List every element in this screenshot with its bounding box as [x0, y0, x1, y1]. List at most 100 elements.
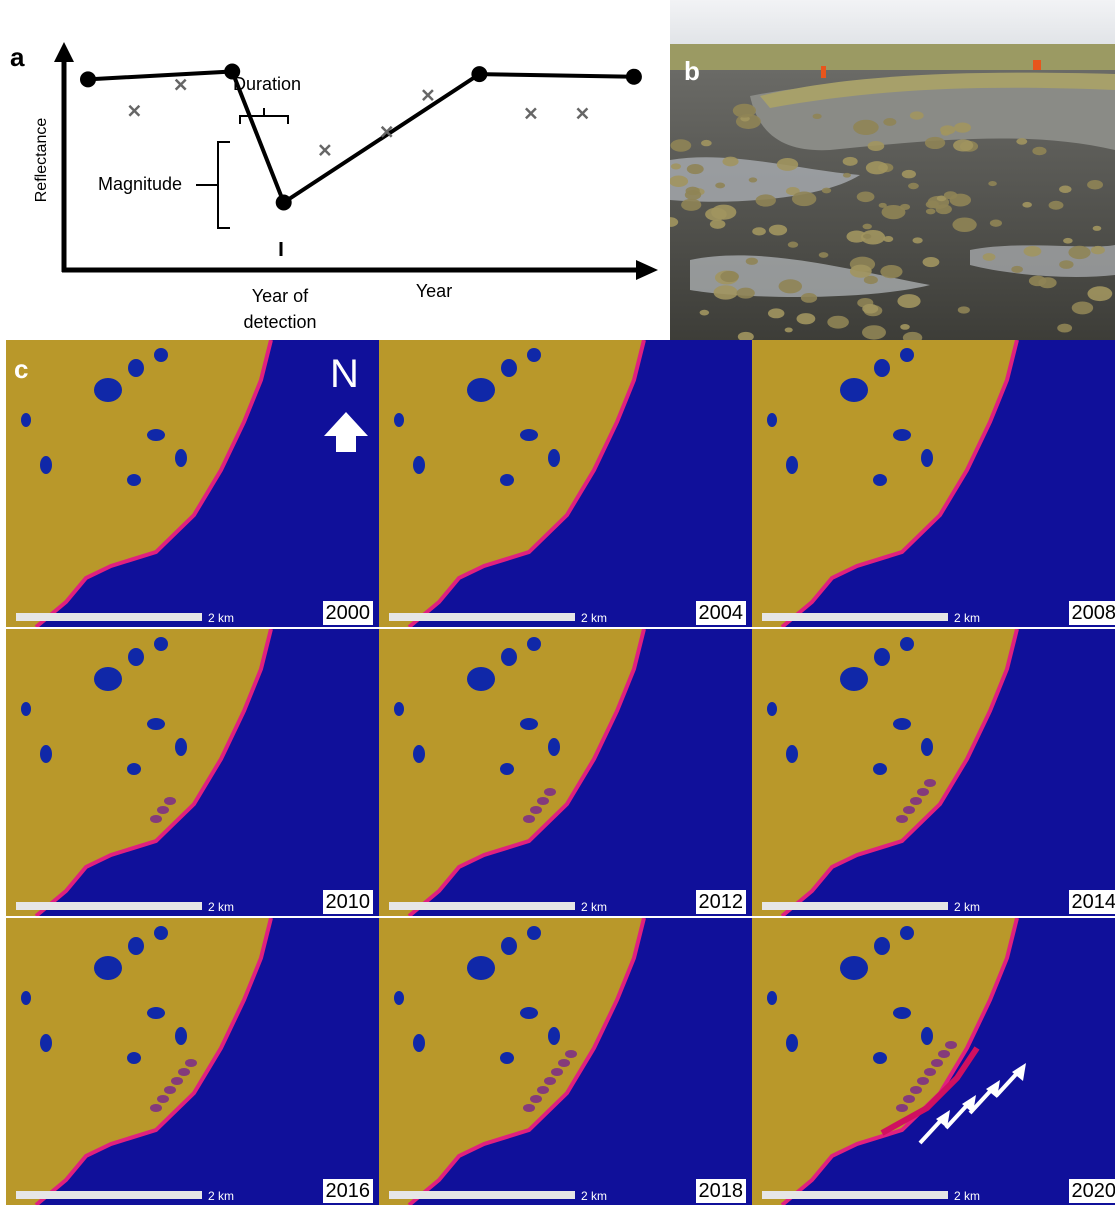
observation-x-2	[320, 145, 330, 155]
observation-x-0	[129, 106, 139, 116]
erosion-patch-1	[157, 806, 169, 814]
erosion-patch-5	[931, 1059, 943, 1067]
lake-1	[874, 359, 890, 377]
erosion-patch-5	[558, 1059, 570, 1067]
tile-map	[752, 629, 1115, 916]
erosion-patch-4	[551, 1068, 563, 1076]
erosion-patch-4	[178, 1068, 190, 1076]
erosion-patch-3	[171, 1077, 183, 1085]
lake-2	[527, 637, 541, 651]
observation-x-5	[526, 108, 536, 118]
magnitude-label: Magnitude	[98, 174, 182, 194]
lake-1	[501, 648, 517, 666]
lake-4	[520, 429, 538, 441]
lake-3	[40, 1034, 52, 1052]
panel-b-photo: b	[670, 0, 1115, 340]
tile-map	[6, 629, 379, 916]
lake-7	[394, 991, 404, 1005]
lake-7	[394, 413, 404, 427]
north-label: N	[330, 352, 359, 396]
lake-2	[527, 926, 541, 940]
scale-bar	[16, 613, 202, 621]
lake-7	[767, 413, 777, 427]
scale-bar	[389, 1191, 575, 1199]
lake-3	[786, 456, 798, 474]
lake-5	[548, 449, 560, 467]
lake-1	[128, 937, 144, 955]
lake-0	[467, 378, 495, 402]
erosion-patch-2	[910, 1086, 922, 1094]
scale-label: 2 km	[581, 611, 607, 625]
erosion-patch-2	[164, 1086, 176, 1094]
tile-map	[752, 918, 1115, 1205]
lake-6	[873, 1052, 887, 1064]
lake-3	[413, 745, 425, 763]
lake-6	[127, 474, 141, 486]
magnitude-bracket	[196, 142, 230, 228]
scale-bar	[762, 1191, 948, 1199]
lake-2	[900, 926, 914, 940]
panel-a-letter: a	[10, 42, 24, 73]
lake-2	[154, 926, 168, 940]
observation-x-6	[577, 108, 587, 118]
lake-3	[40, 745, 52, 763]
scale-bar	[762, 902, 948, 910]
lake-7	[21, 702, 31, 716]
year-label: 2010	[323, 890, 374, 914]
sky	[670, 0, 1115, 50]
lake-4	[893, 1007, 911, 1019]
erosion-patch-2	[910, 797, 922, 805]
erosion-patch-3	[544, 1077, 556, 1085]
erosion-patch-1	[530, 1095, 542, 1103]
satellite-tile-2004: 2 km 2004	[379, 340, 752, 627]
lake-1	[874, 937, 890, 955]
scale-label: 2 km	[954, 900, 980, 914]
field-photo	[670, 0, 1115, 340]
tundra-top	[670, 44, 1115, 74]
lake-5	[921, 738, 933, 756]
erosion-patch-0	[150, 815, 162, 823]
erosion-patch-1	[157, 1095, 169, 1103]
scale-bar	[16, 1191, 202, 1199]
x-axis-arrow	[636, 260, 658, 280]
lake-4	[520, 718, 538, 730]
lake-1	[501, 359, 517, 377]
duration-label: Duration	[233, 74, 301, 94]
year-label: 2004	[696, 601, 747, 625]
lake-4	[893, 718, 911, 730]
lake-7	[767, 702, 777, 716]
lake-6	[500, 474, 514, 486]
year-label: 2000	[323, 601, 374, 625]
tile-map	[752, 340, 1115, 627]
lake-5	[921, 1027, 933, 1045]
erosion-patch-2	[537, 1086, 549, 1094]
scale-bar	[16, 902, 202, 910]
erosion-patch-0	[150, 1104, 162, 1112]
lake-0	[840, 378, 868, 402]
lake-2	[527, 348, 541, 362]
lake-6	[500, 763, 514, 775]
observation-x-1	[176, 80, 186, 90]
vertex-point-2	[276, 195, 292, 211]
erosion-patch-0	[523, 815, 535, 823]
lake-0	[467, 956, 495, 980]
scale-label: 2 km	[208, 611, 234, 625]
lake-4	[147, 718, 165, 730]
lake-1	[128, 648, 144, 666]
scale-label: 2 km	[954, 611, 980, 625]
panel-c-letter: c	[14, 354, 28, 385]
lake-6	[127, 1052, 141, 1064]
detection-label-line1: Year of	[252, 286, 309, 306]
erosion-patch-7	[945, 1041, 957, 1049]
lake-3	[40, 456, 52, 474]
lake-5	[548, 738, 560, 756]
lake-0	[840, 956, 868, 980]
lake-7	[394, 702, 404, 716]
scale-label: 2 km	[581, 1189, 607, 1203]
